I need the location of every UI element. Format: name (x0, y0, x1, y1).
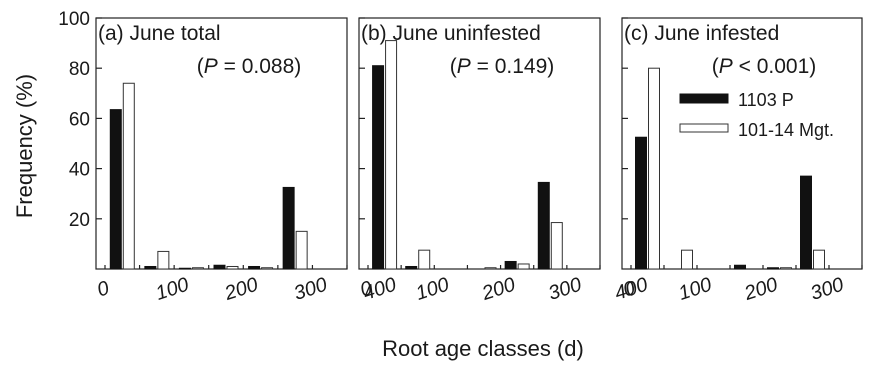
x-tick-label: 300 (546, 274, 585, 305)
x-tick-label: 300 (291, 274, 330, 305)
bar-1103p (734, 264, 746, 270)
y-tick-label: 40 (69, 160, 90, 181)
bar-1103p (504, 260, 517, 270)
bar-1103p (282, 186, 295, 270)
legend-label: 1103 P (738, 90, 794, 110)
bar-101-14mgt (550, 222, 563, 270)
bar-1103p (635, 136, 647, 270)
bar-1103p (144, 265, 157, 270)
x-tick-label: 200 (221, 274, 260, 306)
bar-101-14mgt (813, 249, 825, 270)
panel-title: (c) June infested (624, 22, 779, 45)
x-tick-label: 300 (808, 274, 847, 305)
x-axis-title: Root age classes (d) (382, 336, 584, 361)
panel-label: (b) (361, 22, 393, 45)
legend-item: 1103 P (679, 90, 794, 110)
panel-title-text: June infested (654, 22, 779, 45)
bar-101-14mgt (648, 67, 660, 270)
panel-label: (a) (98, 22, 130, 45)
bar-1103p (213, 264, 226, 270)
bar-101-14mgt (385, 40, 398, 270)
bar-1103p (248, 265, 261, 270)
bar-101-14mgt (122, 82, 135, 270)
bar-101-14mgt (484, 267, 497, 270)
panel-title: (a) June total (98, 22, 221, 45)
bar-1103p (178, 267, 191, 270)
bar-101-14mgt (157, 250, 170, 270)
y-tick-label: 100 (58, 9, 90, 30)
x-tick-label: 0 (94, 277, 111, 301)
x-tick-label: 200 (478, 274, 517, 306)
x-tick-label: 100 (676, 274, 715, 305)
y-axis-title: Frequency (%) (12, 74, 37, 218)
panel-title: (b) June uninfested (361, 22, 541, 45)
panel-stat: (P < 0.001) (712, 55, 817, 78)
legend-item: 101-14 Mgt. (679, 120, 834, 140)
legend: 1103 P 101-14 Mgt. (679, 90, 834, 140)
panel-title-text: June uninfested (393, 22, 541, 45)
panel-stat: (P = 0.088) (197, 55, 302, 78)
panel-label: (c) (624, 22, 654, 45)
bar-101-14mgt (780, 267, 792, 270)
legend-swatch (679, 93, 729, 104)
legend-label: 101-14 Mgt. (738, 120, 834, 140)
bar-101-14mgt (226, 265, 239, 270)
x-tick-label: 100 (413, 274, 452, 305)
bar-101-14mgt (295, 230, 308, 270)
bar-101-14mgt (418, 249, 431, 270)
bar-1103p (109, 109, 122, 270)
bar-101-14mgt (681, 249, 693, 270)
bar-1103p (372, 65, 385, 270)
panel-title-text: June total (130, 22, 221, 45)
bar-101-14mgt (191, 267, 204, 270)
panel-b: 0 100 200 300 400(b) June uninfested(P = 0.1… (357, 17, 651, 306)
bar-1103p (405, 265, 418, 270)
x-tick-label: 200 (741, 274, 780, 306)
bar-101-14mgt (261, 267, 274, 270)
panel-frame (358, 17, 601, 270)
panel-stat: (P = 0.149) (450, 55, 555, 78)
bar-1103p (537, 181, 550, 270)
y-tick-label: 60 (69, 109, 90, 130)
y-tick-label: 80 (69, 59, 90, 80)
legend-swatch (679, 123, 729, 133)
x-tick-label: 100 (153, 274, 192, 305)
bar-1103p (767, 267, 779, 270)
bar-101-14mgt (517, 263, 530, 270)
bar-1103p (800, 175, 812, 270)
y-tick-label: 20 (69, 210, 90, 231)
